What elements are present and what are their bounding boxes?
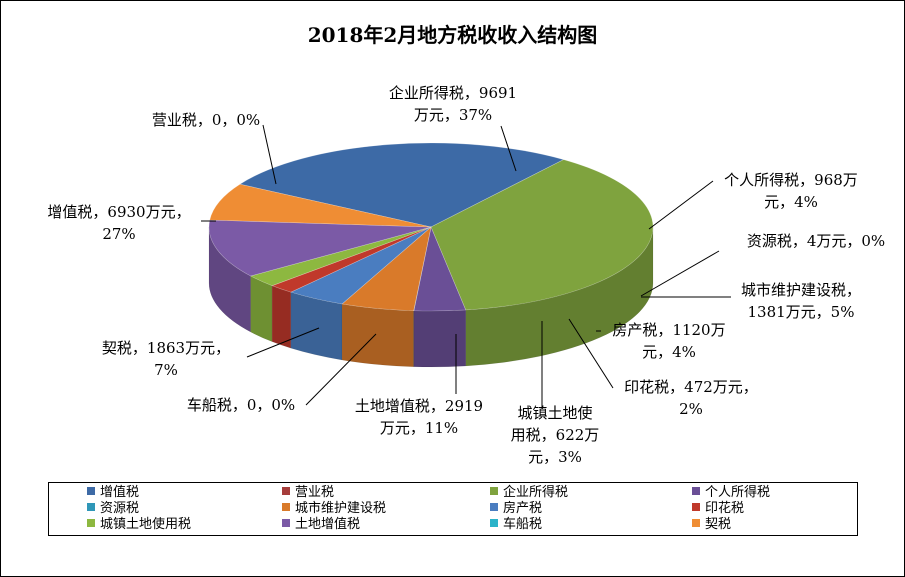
legend-item: 资源税: [87, 501, 139, 517]
data-label: 土地增值税，2919 万元，11%: [354, 397, 484, 437]
legend-item: 城镇土地使用税: [87, 517, 191, 533]
data-label: 契税，1863万元， 7%: [101, 339, 231, 379]
leader-line: [262, 124, 277, 185]
pie-side-城市维护建设税: [341, 303, 414, 368]
pie-slice-城市维护建设税: [341, 226, 432, 312]
pie-side-城镇土地使用税: [250, 275, 273, 343]
leader-line: [648, 180, 714, 230]
pie-slice-企业所得税: [430, 159, 654, 311]
data-label: 资源税，4万元，0%: [746, 232, 886, 250]
data-label: 房产税，1120万 元，4%: [612, 321, 726, 361]
data-label: 个人所得税，968万 元，4%: [724, 171, 858, 211]
legend-item: 增值税: [87, 485, 139, 501]
legend-swatch: [87, 519, 95, 527]
legend-label: 土地增值税: [295, 517, 361, 532]
legend-label: 城镇土地使用税: [100, 517, 192, 532]
legend-swatch: [87, 487, 95, 495]
legend-swatch: [692, 487, 700, 495]
data-label: 印花税，472万元， 2%: [624, 378, 758, 418]
legend-label: 印花税: [705, 501, 745, 516]
legend-swatch: [87, 503, 95, 511]
legend-item: 企业所得税: [490, 485, 568, 501]
legend-item: 印花税: [692, 501, 744, 517]
legend-swatch: [282, 519, 290, 527]
leader-line: [246, 327, 320, 358]
pie-slice-资源税: [413, 226, 432, 312]
legend-swatch: [692, 503, 700, 511]
pie-chart: [201, 124, 731, 409]
pie-slice-城镇土地使用税: [249, 226, 432, 286]
legend-item: 个人所得税: [692, 485, 770, 501]
legend-label: 增值税: [100, 485, 140, 500]
legend-label: 资源税: [100, 501, 140, 516]
legend-item: 营业税: [282, 485, 334, 501]
leader-line: [305, 333, 377, 406]
legend-label: 营业税: [295, 485, 335, 500]
legend-label: 房产税: [503, 501, 543, 516]
legend-swatch: [490, 519, 498, 527]
pie-slice-印花税: [271, 226, 432, 293]
pie-slice-增值税: [239, 142, 565, 228]
legend-label: 个人所得税: [705, 485, 771, 500]
legend-label: 车船税: [503, 517, 543, 532]
legend: 增值税 营业税 企业所得税 个人所得税资源税 城市维护建设税 房产税 印花税城镇土地使用税 土…: [48, 482, 858, 536]
legend-swatch: [490, 503, 498, 511]
legend-swatch: [490, 487, 498, 495]
legend-item: 房产税: [490, 501, 542, 517]
legend-swatch: [692, 519, 700, 527]
chart-title: 2018年2月地方税收收入结构图: [307, 23, 598, 47]
leader-line: [500, 125, 517, 172]
leader-line: [640, 250, 720, 297]
data-label: 企业所得税，9691 万元，37%: [388, 84, 518, 124]
pie-slice-契税: [209, 183, 432, 228]
legend-item: 契税: [692, 517, 731, 533]
data-label: 营业税，0，0%: [151, 111, 261, 129]
pie-slice-房产税: [290, 226, 432, 305]
legend-item: 车船税: [490, 517, 542, 533]
pie-side-个人所得税: [413, 309, 466, 368]
data-label: 车船税，0，0%: [186, 396, 296, 414]
pie-side-印花税: [271, 285, 292, 349]
legend-label: 城市维护建设税: [295, 501, 387, 516]
legend-swatch: [282, 503, 290, 511]
legend-item: 城市维护建设税: [282, 501, 386, 517]
legend-item: 土地增值税: [282, 517, 360, 533]
legend-swatch: [282, 487, 290, 495]
pie-slice-土地增值税: [208, 219, 432, 277]
legend-label: 企业所得税: [503, 485, 569, 500]
data-label: 城市维护建设税， 1381万元，5%: [740, 281, 862, 321]
data-label: 城镇土地使 用税，622万 元，3%: [510, 404, 600, 466]
legend-label: 契税: [705, 517, 732, 532]
leader-line: [568, 318, 614, 389]
pie-slice-个人所得税: [413, 225, 467, 312]
data-label: 增值税，6930万元， 27%: [47, 203, 191, 243]
